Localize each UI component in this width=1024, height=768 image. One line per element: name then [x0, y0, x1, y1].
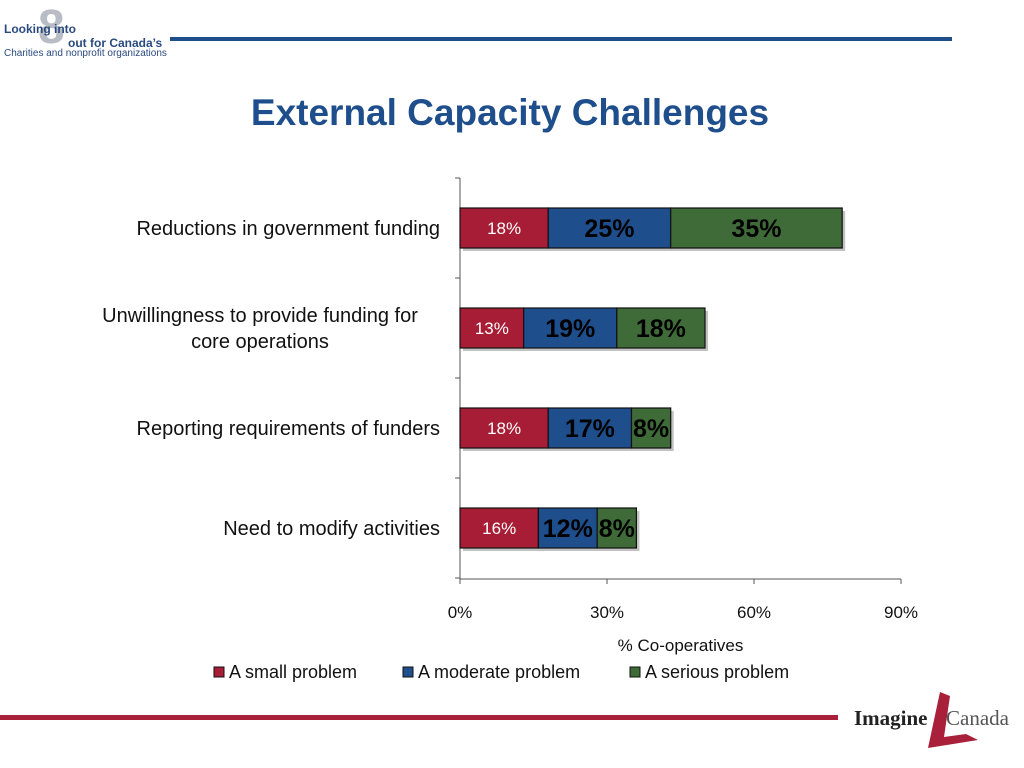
x-axis-title: % Co-operatives: [618, 636, 744, 655]
logo-text-line2: out for Canada’s: [68, 36, 163, 50]
data-label: 18%: [636, 315, 686, 343]
logo-text-line3: Charities and nonprofit organizations: [4, 48, 167, 59]
data-label: 35%: [731, 215, 781, 243]
legend-swatch: [402, 666, 414, 678]
data-label: 8%: [599, 515, 635, 543]
bar-segment: [459, 307, 525, 349]
header-rule: [170, 37, 952, 41]
data-label: 18%: [487, 219, 521, 238]
imagine-canada-logo-mark: [928, 692, 978, 748]
legend-label: A small problem: [229, 662, 357, 682]
category-label: Reductions in government funding: [136, 218, 440, 240]
bar-segment: [616, 307, 706, 349]
bar-segment: [670, 207, 843, 249]
slide-title: External Capacity Challenges: [250, 92, 770, 133]
legend-label: A moderate problem: [418, 662, 580, 682]
logo-word-imagine: Imagine: [854, 706, 928, 730]
legend-swatch: [213, 666, 225, 678]
category-label: Unwillingness to provide funding for: [102, 305, 418, 327]
bar-segment: [459, 207, 549, 249]
data-label: 12%: [543, 515, 593, 543]
x-tick-label: 30%: [590, 603, 624, 622]
bar-segment: [547, 407, 633, 449]
logo-numeral: 8: [38, 1, 65, 54]
category-label: Reporting requirements of funders: [137, 418, 441, 440]
x-tick-label: 0%: [448, 603, 473, 622]
logo-word-canada: Canada: [946, 706, 1009, 730]
data-label: 19%: [545, 315, 595, 343]
data-label: 8%: [633, 415, 669, 443]
legend-label: A serious problem: [645, 662, 789, 682]
data-label: 13%: [475, 319, 509, 338]
category-label: Need to modify activities: [223, 518, 440, 540]
legend-swatch: [629, 666, 641, 678]
data-label: 25%: [584, 215, 634, 243]
category-label: core operations: [191, 331, 329, 353]
logo-text-line1: Looking into: [4, 22, 76, 36]
bar-segment: [547, 207, 672, 249]
data-label: 17%: [565, 415, 615, 443]
bar-segment: [523, 307, 618, 349]
imagine-canada-logo: Imagine Canada: [850, 690, 1020, 760]
x-tick-label: 90%: [884, 603, 918, 622]
bar-segment: [630, 407, 672, 449]
footer-rule: [0, 715, 838, 720]
bar-segment: [459, 407, 549, 449]
data-label: 18%: [487, 419, 521, 438]
bar-segment: [596, 507, 638, 549]
looking-into-logo: 8 Looking into out for Canada’s Charitie…: [4, 4, 174, 64]
data-label: 16%: [482, 519, 516, 538]
stacked-bar-chart: 0% 30% 60% 90% % Co-operatives Reductions in …: [102, 177, 918, 682]
x-tick-label: 60%: [737, 603, 771, 622]
